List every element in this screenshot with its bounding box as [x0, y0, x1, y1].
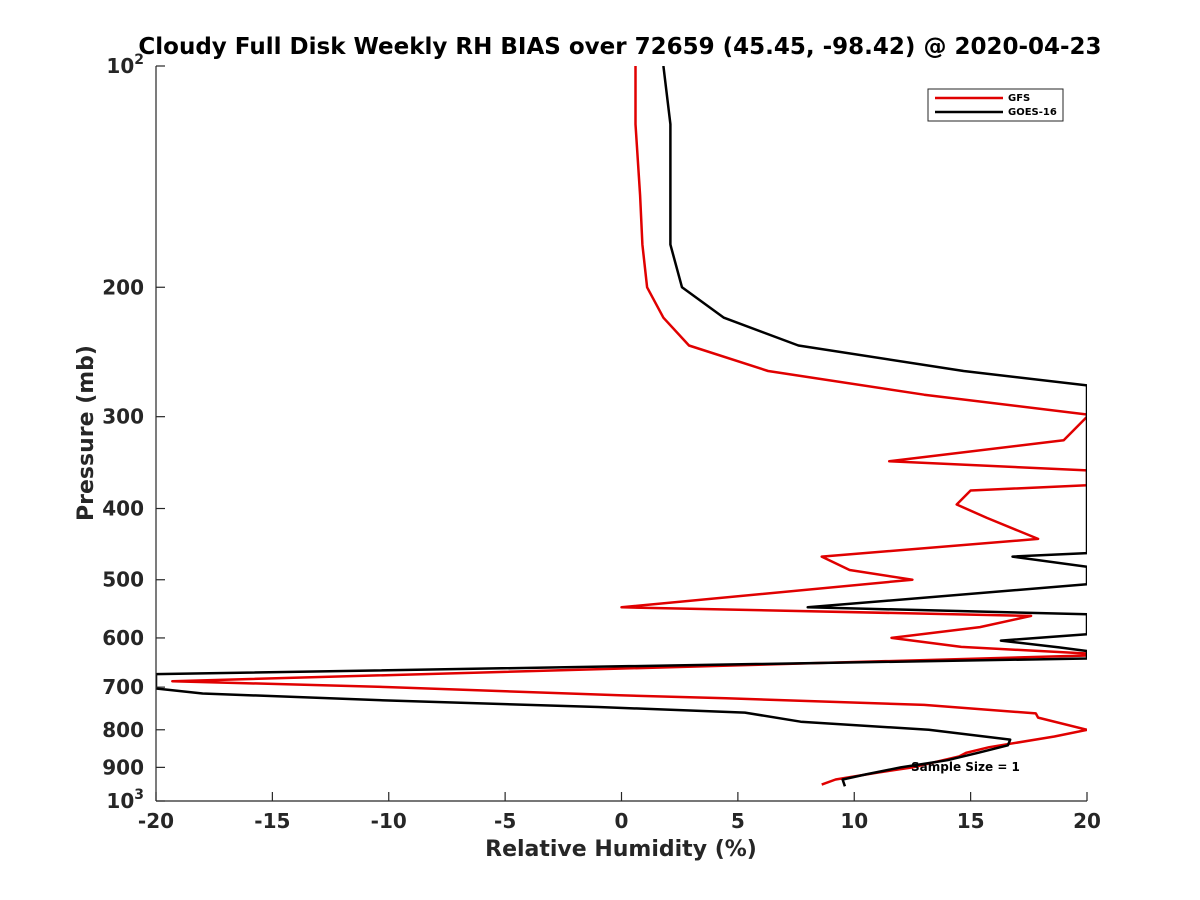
x-tick-label: -5	[494, 809, 516, 833]
y-tick-label: 300	[102, 405, 144, 429]
chart-title: Cloudy Full Disk Weekly RH BIAS over 726…	[138, 34, 1101, 60]
y-tick-label: 200	[102, 275, 144, 299]
y-tick-label: 800	[102, 718, 144, 742]
x-axis-label: Relative Humidity (%)	[485, 837, 757, 862]
y-tick-label: 500	[102, 568, 144, 592]
y-tick-label: 700	[102, 675, 144, 699]
x-tick-label: -20	[138, 809, 174, 833]
series-line-goes-16	[156, 66, 1087, 787]
y-tick-base: 10	[106, 54, 134, 78]
x-tick-label: -10	[371, 809, 407, 833]
series-layer	[156, 66, 1087, 787]
legend: GFS GOES-16	[927, 88, 1064, 122]
y-tick-label: 400	[102, 497, 144, 521]
plot-area	[155, 66, 1087, 802]
y-tick-label-power: 103	[106, 787, 144, 813]
x-tick-label: 5	[731, 809, 745, 833]
x-tick-label: -15	[254, 809, 290, 833]
y-tick-label: 900	[102, 755, 144, 779]
y-tick-exponent: 3	[134, 787, 144, 803]
x-tick-label: 15	[957, 809, 985, 833]
x-axis-ticks: -20 -15 -10 -5 0 5 10 15 20	[138, 792, 1101, 833]
legend-box	[927, 88, 1064, 122]
x-tick-label: 10	[840, 809, 868, 833]
y-tick-exponent: 2	[134, 52, 144, 68]
x-tick-label: 0	[615, 809, 629, 833]
y-tick-label-power: 102	[106, 52, 144, 78]
legend-label-gfs: GFS	[1008, 93, 1030, 104]
y-axis-label: Pressure (mb)	[74, 345, 99, 521]
y-tick-label: 600	[102, 626, 144, 650]
y-tick-base: 10	[106, 789, 134, 813]
sample-size-annotation: Sample Size = 1	[911, 760, 1020, 774]
x-tick-label: 20	[1073, 809, 1101, 833]
series-line-gfs	[171, 66, 1087, 786]
legend-label-goes-16: GOES-16	[1008, 107, 1057, 118]
